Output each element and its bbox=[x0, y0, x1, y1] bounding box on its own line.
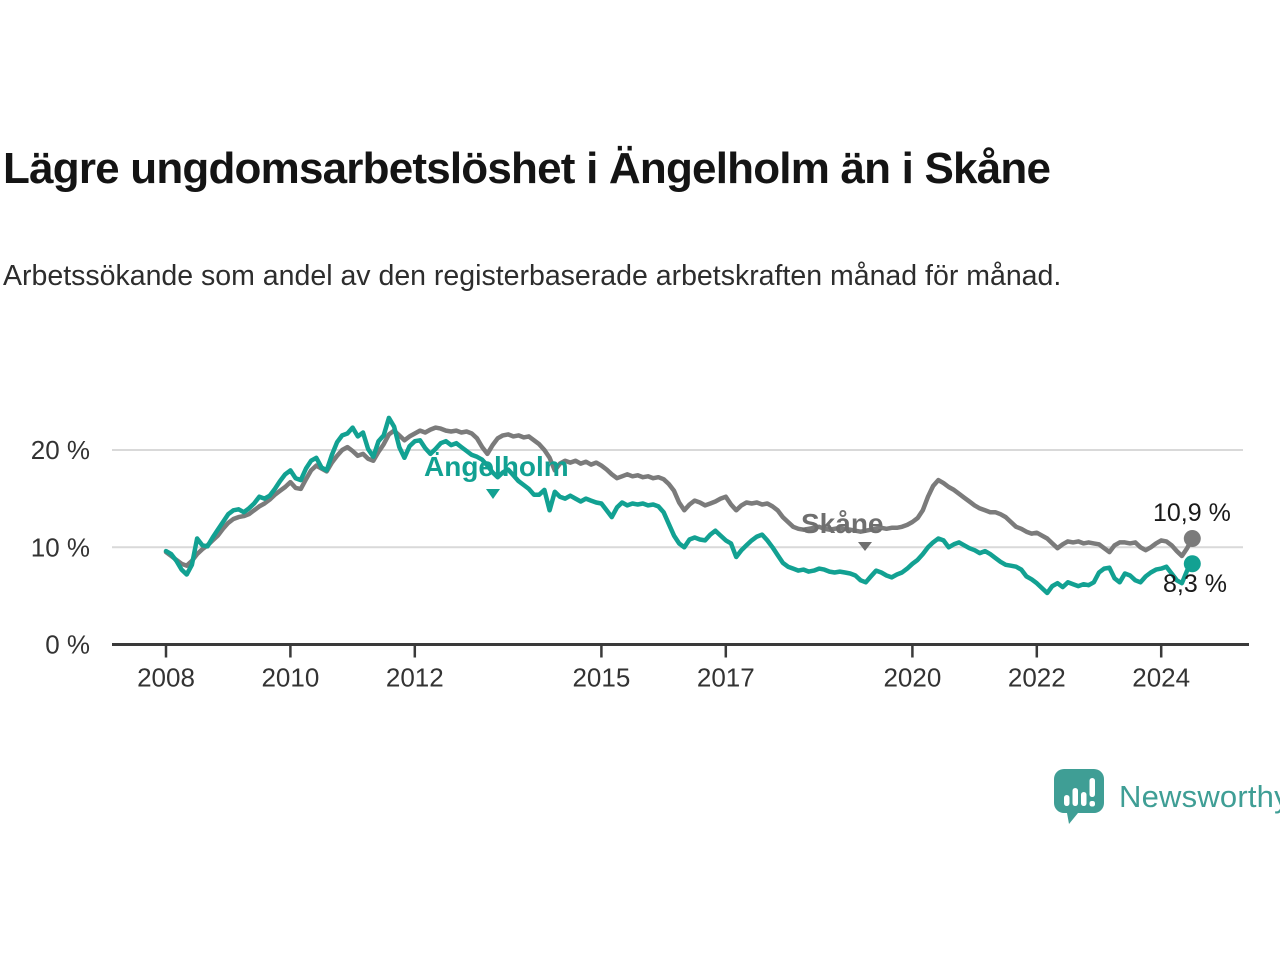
series-line-skne bbox=[163, 425, 1195, 568]
series-label-skane: Skåne bbox=[801, 508, 884, 539]
angelholm-latest-value-label: 8,3 % bbox=[1163, 570, 1227, 598]
series-end-dot-ngelholm bbox=[1183, 555, 1201, 573]
chart-subtitle: Arbetssökande som andel av den registerb… bbox=[3, 260, 1062, 292]
skane-latest-value-label: 10,9 % bbox=[1153, 499, 1231, 527]
y-axis-tick-label: 20 % bbox=[31, 435, 90, 465]
x-axis-tick-label: 2010 bbox=[261, 663, 319, 693]
angelholm-label-pointer-icon bbox=[486, 489, 500, 499]
x-axis-tick-label: 2017 bbox=[697, 663, 755, 693]
x-axis-tick-label: 2015 bbox=[572, 663, 630, 693]
axes: 2008 2010 2012 2015 2017 2020 2022 2024 bbox=[112, 643, 1249, 693]
newsworthy-bubble-chart-icon bbox=[1054, 769, 1104, 824]
chart-title: Lägre ungdomsarbetslöshet i Ängelholm än… bbox=[3, 144, 1051, 193]
series-end-dot-skne bbox=[1183, 529, 1201, 547]
newsworthy-wordmark: Newsworthy bbox=[1119, 779, 1280, 814]
newsworthy-logo: Newsworthy bbox=[1052, 767, 1280, 827]
y-axis-tick-label: 10 % bbox=[31, 532, 90, 562]
y-axis-tick-label: 0 % bbox=[45, 630, 90, 660]
x-axis-tick-label: 2024 bbox=[1132, 663, 1190, 693]
series-line-ngelholm bbox=[163, 415, 1195, 596]
x-axis-tick-label: 2022 bbox=[1008, 663, 1066, 693]
x-axis-tick-label: 2008 bbox=[137, 663, 195, 693]
skane-label-pointer-icon bbox=[858, 542, 872, 551]
series-lines bbox=[163, 415, 1201, 596]
series-label-angelholm: Ängelholm bbox=[424, 451, 569, 482]
x-axis-tick-label: 2012 bbox=[386, 663, 444, 693]
x-axis-tick-label: 2020 bbox=[883, 663, 941, 693]
